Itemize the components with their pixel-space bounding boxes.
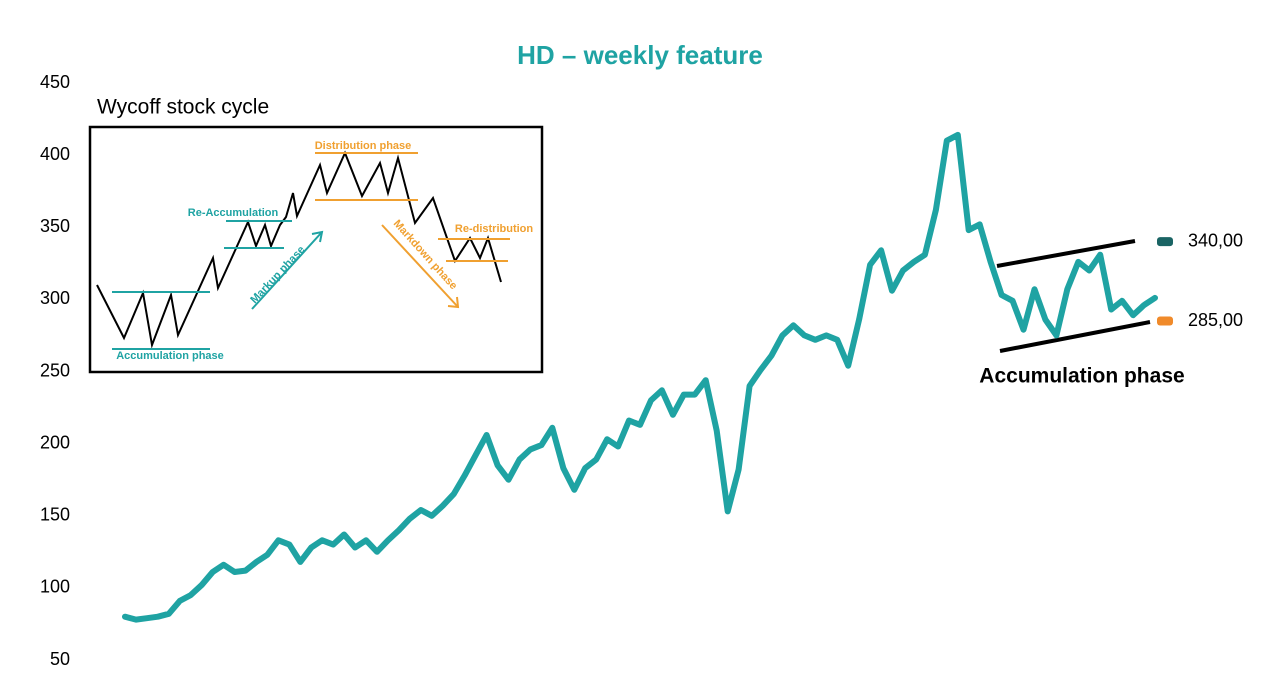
price-marker: [1157, 316, 1173, 326]
inset-label: Accumulation phase: [116, 350, 224, 362]
chart-title: HD – weekly feature: [517, 40, 763, 70]
y-tick-label: 200: [40, 432, 70, 452]
inset: Wycoff stock cycle Accumulation phase Re…: [88, 96, 544, 374]
annotation: Accumulation phase: [979, 365, 1184, 388]
inset-label: Distribution phase: [315, 140, 412, 152]
inset-teal-lines: [112, 220, 324, 350]
y-tick-label: 150: [40, 505, 70, 525]
inset-label: Re-Accumulation: [188, 207, 279, 219]
y-tick-label: 50: [50, 649, 70, 669]
channel-line: [996, 239, 1136, 268]
channel-line: [999, 320, 1151, 353]
y-tick-label: 350: [40, 216, 70, 236]
y-tick-label: 100: [40, 577, 70, 597]
inset-label: Re-distribution: [455, 223, 533, 235]
price-label: 340,00: [1188, 230, 1243, 250]
price-label: 285,00: [1188, 310, 1243, 330]
price-marker: [1157, 237, 1173, 247]
inset-title: Wycoff stock cycle: [97, 96, 269, 119]
price-line: [122, 131, 1158, 623]
y-tick-label: 450: [40, 72, 70, 92]
y-tick-label: 400: [40, 144, 70, 164]
inset-box: [88, 125, 544, 374]
inset-cycle: [96, 150, 502, 349]
y-tick-label: 300: [40, 288, 70, 308]
inset-orange-lines: [315, 152, 510, 309]
y-tick-label: 250: [40, 360, 70, 380]
